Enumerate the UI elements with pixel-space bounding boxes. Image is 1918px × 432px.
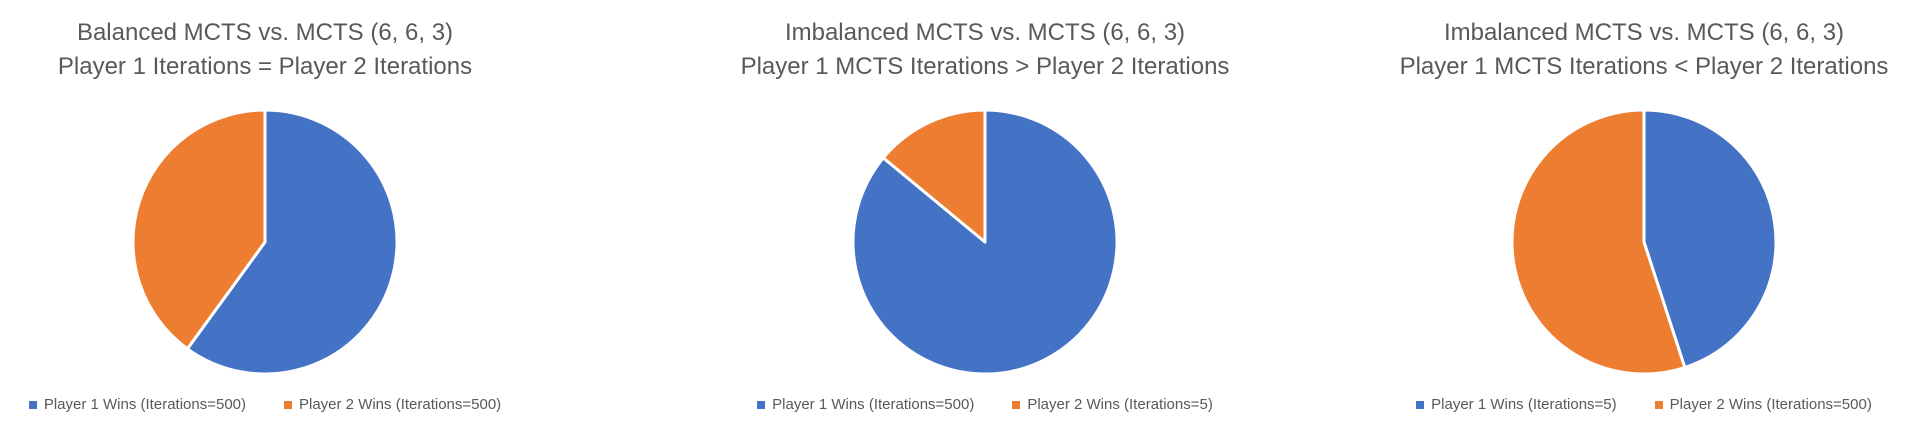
legend-swatch-player-2 [1012,400,1021,409]
legend-item-player-2: Player 2 Wins (Iterations=500) [1654,396,1872,413]
legend-label-player-2: Player 2 Wins (Iterations=500) [1669,396,1872,413]
pie-chart-imbalanced-greater: Imbalanced MCTS vs. MCTS (6, 6, 3) Playe… [690,0,1280,432]
legend-swatch-player-2 [284,400,292,409]
legend-item-player-1: Player 1 Wins (Iterations=500) [28,396,246,413]
pie-slice-player-2 [1510,108,1687,376]
chart-title: Imbalanced MCTS vs. MCTS (6, 6, 3) Playe… [690,16,1280,84]
pie-plot [851,108,1119,376]
legend-label-player-1: Player 1 Wins (Iterations=500) [43,396,246,413]
chart-title-line1: Imbalanced MCTS vs. MCTS (6, 6, 3) [784,19,1186,46]
legend: Player 1 Wins (Iterations=500) Player 2 … [0,396,530,413]
legend-label-player-1: Player 1 Wins (Iterations=500) [772,396,975,413]
chart-title-line2: Player 1 Iterations = Player 2 Iteration… [57,53,473,80]
pie-chart-balanced: Balanced MCTS vs. MCTS (6, 6, 3) Player … [0,0,530,432]
legend: Player 1 Wins (Iterations=500) Player 2 … [690,396,1280,413]
pie-slice-player-2 [131,108,267,351]
legend-swatch-player-2 [1654,400,1663,409]
legend-item-player-1: Player 1 Wins (Iterations=500) [757,396,974,413]
chart-title-line1: Balanced MCTS vs. MCTS (6, 6, 3) [76,19,454,46]
pie-slice-player-1 [185,108,399,376]
legend-item-player-1: Player 1 Wins (Iterations=5) [1416,396,1617,413]
chart-title: Imbalanced MCTS vs. MCTS (6, 6, 3) Playe… [1370,16,1918,84]
legend-item-player-2: Player 2 Wins (Iterations=500) [284,396,501,413]
chart-title-line2: Player 1 MCTS Iterations < Player 2 Iter… [1399,53,1889,80]
legend-label-player-1: Player 1 Wins (Iterations=5) [1431,396,1617,413]
pie-slice-player-1 [1642,108,1778,370]
legend-swatch-player-1 [1416,400,1425,409]
pie-plot [1510,108,1778,376]
legend-label-player-2: Player 2 Wins (Iterations=500) [299,396,502,413]
legend: Player 1 Wins (Iterations=5) Player 2 Wi… [1370,396,1918,413]
chart-title-line2: Player 1 MCTS Iterations > Player 2 Iter… [740,53,1230,80]
pie-chart-imbalanced-less: Imbalanced MCTS vs. MCTS (6, 6, 3) Playe… [1370,0,1918,432]
legend-label-player-2: Player 2 Wins (Iterations=5) [1027,396,1213,413]
legend-item-player-2: Player 2 Wins (Iterations=5) [1012,396,1213,413]
legend-swatch-player-1 [757,400,766,409]
chart-title-line1: Imbalanced MCTS vs. MCTS (6, 6, 3) [1443,19,1845,46]
chart-title: Balanced MCTS vs. MCTS (6, 6, 3) Player … [0,16,530,84]
pie-plot [131,108,399,376]
pie-slice-player-2 [881,108,987,244]
legend-swatch-player-1 [28,400,37,409]
